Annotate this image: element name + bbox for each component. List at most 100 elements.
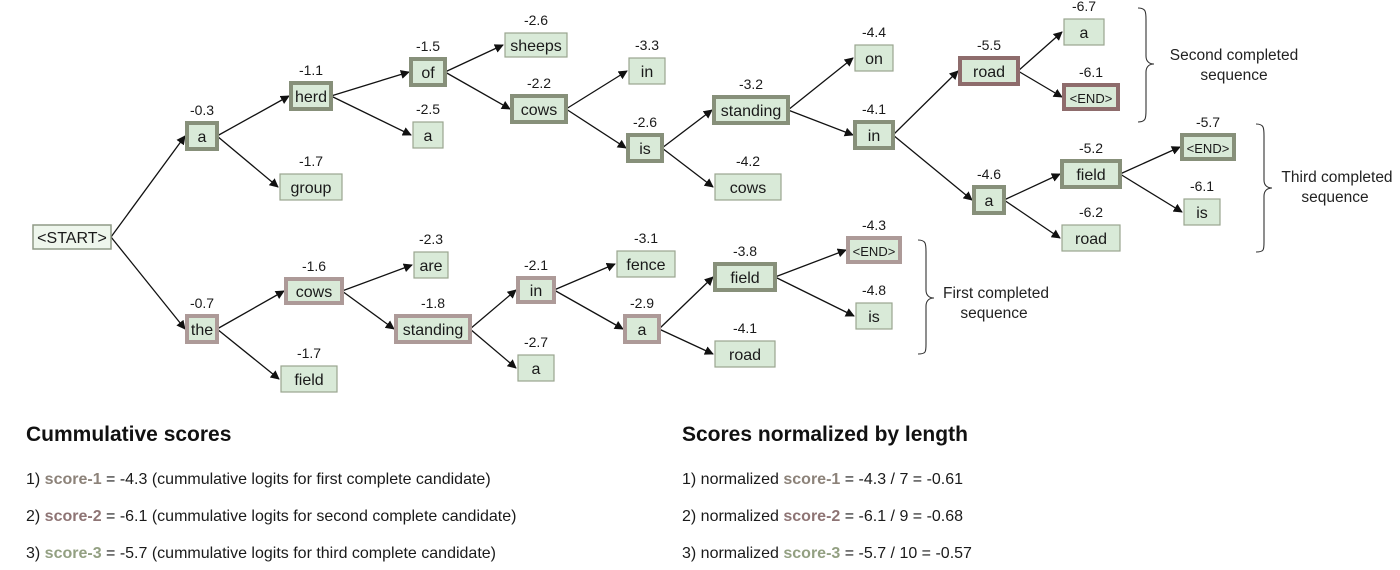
node-label: herd xyxy=(295,89,327,106)
node-label: a xyxy=(1080,25,1089,42)
brace-first xyxy=(917,239,935,355)
node-box xyxy=(854,44,894,72)
node-score: -1.7 xyxy=(299,153,323,169)
normalized-line-2: 2) normalized score-2 = -6.1 / 9 = -0.68 xyxy=(682,508,963,526)
node-label: <END> xyxy=(1187,141,1230,156)
node-road_c: road -4.1 xyxy=(714,320,776,368)
score-1-keyword: score-1 xyxy=(44,471,102,488)
edge-cows_top-to-is_a xyxy=(565,108,627,149)
node-label: field xyxy=(294,372,323,389)
node-score: -6.7 xyxy=(1072,0,1096,14)
node-box xyxy=(1061,224,1121,252)
node-score: -2.6 xyxy=(524,12,548,28)
node-score: -4.2 xyxy=(736,153,760,169)
node-road_right: road -6.2 xyxy=(1061,204,1121,252)
edge-a_far-to-road_right xyxy=(1003,199,1061,239)
edge-road_top-to-end2 xyxy=(1017,70,1063,98)
normalized-line-1: 1) normalized score-1 = -4.3 / 7 = -0.61 xyxy=(682,471,963,489)
line-rest: = -5.7 / 10 = -0.57 xyxy=(840,545,972,562)
brace-third-label-line2: sequence xyxy=(1301,189,1368,206)
line-prefix: 2) normalized xyxy=(682,508,784,525)
brace-second-label-line1: Second completed xyxy=(1170,47,1298,64)
normalized-scores-title: Scores normalized by length xyxy=(682,423,968,446)
node-score: -2.9 xyxy=(630,295,654,311)
node-label: cows xyxy=(521,102,557,119)
node-a_d: a -2.7 xyxy=(517,334,555,382)
brace-second-label-line2: sequence xyxy=(1200,67,1267,84)
node-label: group xyxy=(291,180,332,197)
node-box xyxy=(413,251,449,279)
line-prefix: 3) normalized xyxy=(682,545,784,562)
edge-field_c-to-end1 xyxy=(774,248,847,278)
node-score: -5.7 xyxy=(1196,114,1220,130)
node-label: on xyxy=(865,51,883,68)
node-end1: <END> -4.3 xyxy=(846,217,902,264)
node-label: standing xyxy=(721,103,782,120)
edge-cows_bot-to-are xyxy=(341,263,413,292)
edge-in_c-to-a_c xyxy=(553,289,624,330)
node-is_c: is -4.8 xyxy=(855,282,893,330)
edge-start-to-the xyxy=(110,236,186,330)
cumulative-line-2: 2) score-2 = -6.1 (cummulative logits fo… xyxy=(26,508,516,526)
node-box xyxy=(516,276,556,304)
edge-standing_top-to-on xyxy=(787,57,854,111)
node-a_far: a -4.6 xyxy=(972,166,1006,215)
brace-first-label-line2: sequence xyxy=(960,305,1027,322)
edge-cows_top-to-in_a xyxy=(565,70,628,110)
edge-in_c-to-fence xyxy=(553,263,616,291)
node-box xyxy=(504,32,568,58)
node-score: -4.4 xyxy=(862,24,886,40)
line-rest: = -4.3 / 7 = -0.61 xyxy=(840,471,964,488)
line-prefix: 1) xyxy=(26,471,45,488)
node-label: are xyxy=(419,258,442,275)
node-box xyxy=(409,57,447,87)
edge-in_b-to-road_top xyxy=(892,70,959,136)
node-label: of xyxy=(421,65,435,82)
node-box xyxy=(616,250,676,278)
edge-the-to-cows_bot xyxy=(216,290,285,330)
node-box xyxy=(185,314,219,344)
node-box xyxy=(855,302,893,330)
node-score: -1.7 xyxy=(297,345,321,361)
node-box xyxy=(1063,18,1105,46)
edge-herd-to-of xyxy=(330,70,410,97)
node-score: -1.6 xyxy=(302,258,326,274)
node-is_right: is -6.1 xyxy=(1183,178,1221,226)
node-start: <START> xyxy=(32,224,112,250)
node-box xyxy=(1060,159,1122,189)
node-label: is xyxy=(639,141,651,158)
node-score: -5.2 xyxy=(1079,140,1103,156)
edge-herd-to-a_b xyxy=(330,95,412,136)
edge-start-to-a1 xyxy=(110,135,186,238)
node-score: -1.8 xyxy=(421,295,445,311)
tree-nodes: <START> a -0.3 herd -1.1 group -1.7 of -1.5 a -2.5… xyxy=(32,0,1236,393)
edge-road_top-to-a_top xyxy=(1017,31,1063,72)
node-a_c: a -2.9 xyxy=(623,295,661,344)
node-score: -4.6 xyxy=(977,166,1001,182)
line-rest: = -6.1 (cummulative logits for second co… xyxy=(101,508,517,525)
node-label: a xyxy=(532,361,541,378)
node-score: -0.7 xyxy=(190,295,214,311)
node-label: road xyxy=(973,64,1005,81)
node-cows_top: cows -2.2 xyxy=(510,75,568,124)
node-label: a xyxy=(424,128,433,145)
node-label: is xyxy=(868,309,880,326)
brace-second xyxy=(1137,7,1155,123)
node-a_b: a -2.5 xyxy=(412,101,444,149)
node-label: <END> xyxy=(853,244,896,259)
node-box xyxy=(517,354,555,382)
node-label: is xyxy=(1196,205,1208,222)
brace-third xyxy=(1255,123,1273,253)
node-is_a: is -2.6 xyxy=(626,114,664,163)
node-label: <END> xyxy=(1070,91,1113,106)
edge-of-to-cows_top xyxy=(444,71,511,110)
node-in_a: in -3.3 xyxy=(628,37,666,85)
node-cows_mid: cows -4.2 xyxy=(714,153,782,201)
node-box xyxy=(280,365,338,393)
cumulative-scores-section: Cummulative scores 1) score-1 = -4.3 (cu… xyxy=(26,423,646,568)
node-score: -6.1 xyxy=(1079,64,1103,80)
node-cows_bot: cows -1.6 xyxy=(284,258,344,305)
edge-standing_bot-to-in_c xyxy=(469,289,517,330)
node-field_bot: field -1.7 xyxy=(280,345,338,393)
node-end2: <END> -6.1 xyxy=(1062,64,1120,111)
